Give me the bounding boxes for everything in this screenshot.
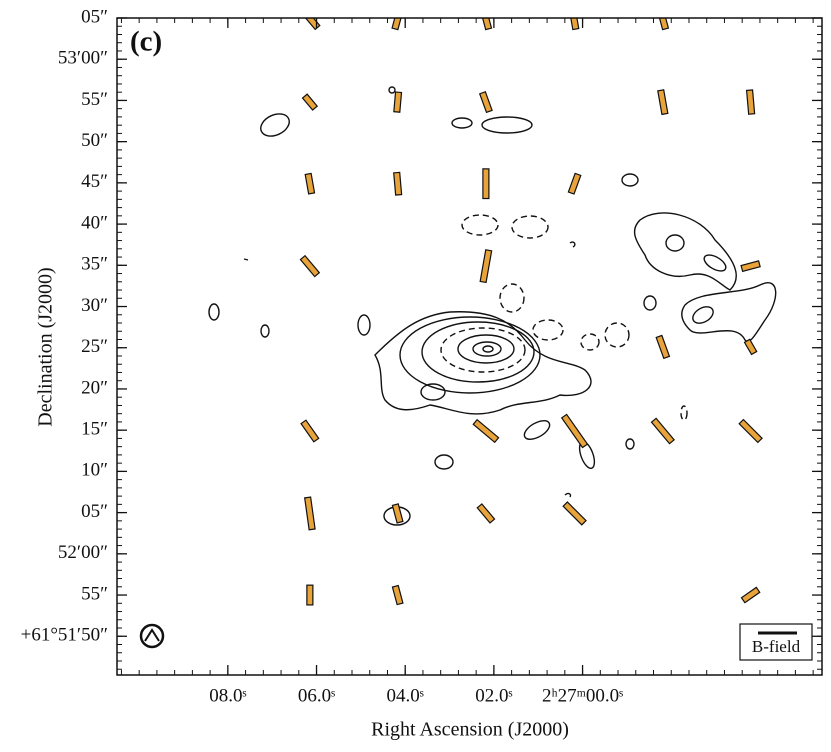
- b-field-vector: [300, 419, 320, 443]
- y-tick-label: 10″: [81, 460, 108, 481]
- contours: [208, 86, 777, 526]
- y-tick-label: 20″: [81, 377, 108, 398]
- y-tick-label: 25″: [81, 336, 108, 357]
- y-tick-label: 50″: [81, 130, 108, 151]
- b-field-vector: [303, 496, 316, 531]
- b-field-vector: [740, 260, 761, 273]
- y-tick-label: 35″: [81, 254, 108, 275]
- b-field-vector: [655, 334, 671, 360]
- y-axis-label: Declination (J2000): [35, 267, 57, 426]
- b-field-vector: [658, 18, 670, 31]
- b-field-vector: [391, 503, 404, 524]
- y-tick-label: 45″: [81, 171, 108, 192]
- b-field-vector: [306, 584, 314, 606]
- y-tick-label: 55″: [81, 89, 108, 110]
- b-field-vector: [476, 503, 496, 524]
- x-tick-label: 2ʰ27ᵐ00.0ˢ: [542, 685, 623, 706]
- b-field-vector: [743, 338, 758, 356]
- b-field-vector: [657, 89, 669, 116]
- b-field-vector: [650, 417, 675, 445]
- y-tick-label: 15″: [81, 419, 108, 440]
- b-field-vector: [305, 18, 321, 31]
- y-tick-label: 30″: [81, 295, 108, 316]
- b-field-vector: [472, 418, 500, 444]
- panel-label: (c): [130, 26, 162, 58]
- beam: [139, 623, 165, 649]
- b-field-vector: [393, 91, 403, 113]
- axes: 08.0ˢ 06.0ˢ 04.0ˢ 02.0ˢ 2ʰ27ᵐ00.0ˢ +61°51′50″…: [21, 6, 822, 706]
- b-field-vector: [391, 18, 403, 31]
- x-axis-label: Right Ascension (J2000): [371, 719, 569, 741]
- y-tick-label: 40″: [81, 212, 108, 233]
- beam-mark: [144, 628, 160, 642]
- legend-label: B-field: [752, 637, 801, 656]
- x-tick-label: 06.0ˢ: [298, 685, 335, 706]
- b-field-vector: [301, 93, 319, 111]
- vector-layer: [299, 18, 763, 606]
- x-tick-label: 04.0ˢ: [387, 685, 424, 706]
- b-field-vector: [304, 172, 316, 195]
- b-field-vector: [738, 418, 763, 444]
- b-field-vector: [479, 249, 493, 284]
- x-tick-label: 02.0ˢ: [475, 685, 512, 706]
- b-field-vector: [481, 18, 493, 31]
- legend-box: [739, 623, 813, 661]
- b-field-vector: [740, 586, 761, 604]
- plot-frame: [116, 17, 823, 676]
- y-tick-label: 53′00″: [58, 48, 108, 69]
- y-tick-label: 55″: [81, 583, 108, 604]
- b-field-vector: [562, 501, 587, 526]
- b-field-vector: [393, 171, 403, 196]
- y-tick-label: 52′00″: [58, 542, 108, 563]
- b-field-vector: [478, 90, 493, 114]
- y-tick-label: 05″: [81, 6, 108, 27]
- b-field-vector: [745, 89, 756, 115]
- b-field-vector: [567, 172, 582, 195]
- b-field-vector: [482, 168, 490, 200]
- b-field-vector: [569, 18, 580, 31]
- y-tick-label: 05″: [81, 501, 108, 522]
- b-field-vector: [560, 413, 589, 449]
- x-tick-label: 08.0ˢ: [209, 685, 246, 706]
- b-field-vector: [391, 584, 404, 606]
- y-tick-label: +61°51′50″: [21, 625, 108, 646]
- b-field-vector: [299, 254, 321, 278]
